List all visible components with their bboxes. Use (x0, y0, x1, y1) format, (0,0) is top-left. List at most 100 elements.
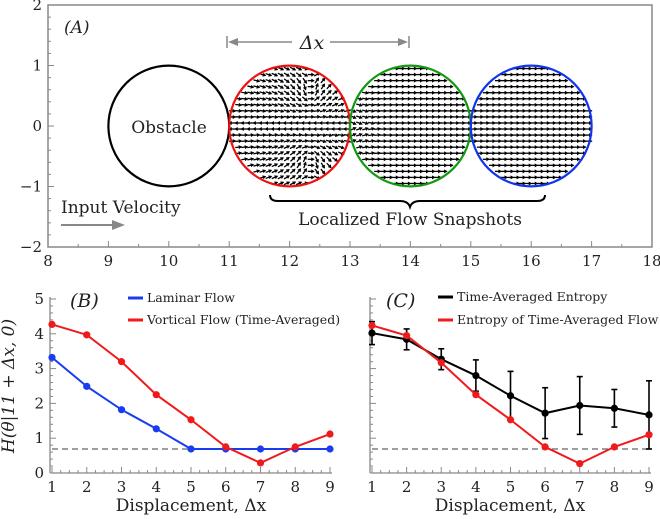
x-tick-label: 1 (367, 478, 377, 496)
panel-b-ylabel: H(θ|11 + Δx, 0) (0, 319, 19, 454)
series-time-averaged-entropy-point (472, 371, 480, 380)
series-entropy-of-time-averaged-flow-point (541, 443, 549, 451)
series-entropy-of-time-averaged-flow-point (472, 391, 480, 399)
series-time-averaged-entropy-point (368, 329, 376, 337)
series-entropy-of-time-averaged-flow-point (506, 416, 515, 424)
flow-field (228, 66, 351, 186)
panel-c-xlabel: Displacement, Δx (435, 496, 586, 516)
x-tick-label: 6 (540, 478, 550, 496)
series-time-averaged-entropy-point (506, 392, 515, 400)
series-laminar-flow-point (117, 406, 126, 414)
x-tick-label: 18 (642, 252, 660, 270)
x-tick-label: 9 (104, 252, 114, 270)
y-tick-label: −2 (20, 238, 42, 256)
x-tick-label: 8 (610, 478, 620, 496)
series-laminar-flow-point (326, 445, 334, 453)
x-tick-label: 15 (461, 252, 480, 270)
series-time-averaged-entropy-point (610, 404, 618, 412)
x-tick-label: 12 (280, 252, 299, 270)
x-tick-label: 3 (436, 478, 446, 496)
x-tick-label: 6 (221, 478, 231, 496)
series-vortical-flow-time-averaged--point (187, 416, 195, 424)
x-tick-label: 13 (340, 252, 359, 270)
x-tick-label: 14 (401, 252, 420, 270)
snapshots-label: Localized Flow Snapshots (298, 210, 522, 230)
x-tick-label: 5 (186, 478, 196, 496)
series-entropy-of-time-averaged-flow-point (403, 331, 411, 340)
y-tick-label: 1 (34, 429, 44, 447)
x-tick-label: 2 (402, 478, 412, 496)
snapshots-brace (269, 194, 546, 211)
x-tick-label: 8 (290, 478, 300, 496)
y-tick-label: 2 (34, 394, 44, 412)
panel-c-label: (C) (386, 290, 415, 312)
series-time-averaged-entropy-point (576, 401, 584, 410)
x-tick-label: 4 (151, 478, 161, 496)
panel-b-legend: Laminar Flow Vortical Flow (Time-Average… (128, 290, 340, 327)
series-laminar-flow-point (152, 425, 160, 433)
input-velocity-label: Input Velocity (61, 198, 181, 218)
flow-field (470, 66, 593, 186)
panel-c-legend: Time-Averaged Entropy Entropy of Time-Av… (438, 289, 659, 327)
y-tick-label: 0 (34, 464, 44, 482)
x-tick-label: 8 (43, 252, 53, 270)
series-time-averaged-entropy-point (541, 409, 549, 417)
panel-c: 1 2 3 4 5 6 7 8 9 (367, 297, 654, 496)
obstacle-label: Obstacle (131, 118, 207, 138)
y-tick-label: 4 (34, 325, 44, 343)
series-vortical-flow-time-averaged--point (152, 391, 160, 399)
x-tick-label: 4 (471, 478, 481, 496)
x-tick-label: 10 (159, 252, 178, 270)
series-entropy-of-time-averaged-flow-point (610, 443, 618, 451)
flow-field (349, 66, 472, 186)
series-vortical-flow-time-averaged--point (48, 320, 56, 329)
series-entropy-of-time-averaged-flow-point (437, 359, 445, 367)
y-tick-label: 3 (34, 360, 44, 378)
legend-entropy-time-averaged-flow: Entropy of Time-Averaged Flow (457, 312, 659, 327)
series-vortical-flow-time-averaged--point (256, 459, 265, 467)
circle-laminar-snapshot (469, 64, 593, 188)
series-laminar-flow-line (51, 356, 330, 450)
circle-vortical-snapshot (228, 64, 352, 188)
series-entropy-of-time-averaged-flow-point (368, 321, 376, 330)
x-tick-label: 9 (325, 478, 335, 496)
series-vortical-flow-time-averaged--point (222, 443, 230, 451)
series-vortical-flow-time-averaged--point (326, 430, 334, 438)
series-laminar-flow-point (83, 382, 91, 390)
input-velocity-arrow (61, 220, 125, 230)
series-vortical-flow-time-averaged--point (117, 358, 126, 366)
x-tick-label: 11 (220, 252, 239, 270)
x-tick-label: 1 (47, 478, 57, 496)
series-entropy-of-time-averaged-flow-point (576, 460, 584, 468)
y-tick-label: −1 (20, 178, 42, 196)
series-time-averaged-entropy-point (645, 411, 653, 419)
delta-x-label: Δx (299, 32, 325, 54)
x-tick-label: 5 (506, 478, 516, 496)
x-tick-label: 2 (82, 478, 92, 496)
y-tick-label: 2 (32, 0, 42, 14)
x-tick-label: 16 (522, 252, 541, 270)
legend-laminar: Laminar Flow (147, 290, 235, 305)
y-tick-label: 0 (32, 117, 42, 135)
circle-mixed-snapshot (348, 64, 472, 188)
x-tick-label: 17 (582, 252, 601, 270)
legend-time-averaged-entropy: Time-Averaged Entropy (457, 289, 608, 304)
series-laminar-flow-point (256, 445, 265, 453)
y-tick-label: 1 (32, 57, 42, 75)
delta-x-arrow (226, 36, 410, 48)
series-entropy-of-time-averaged-flow-point (645, 431, 653, 439)
series-vortical-flow-time-averaged--point (83, 331, 91, 339)
y-tick-label: 5 (34, 290, 44, 308)
x-tick-label: 7 (575, 478, 585, 496)
panel-b-xlabel: Displacement, Δx (116, 496, 267, 516)
x-tick-label: 3 (117, 478, 127, 496)
panel-b-label: (B) (70, 290, 99, 312)
series-vortical-flow-time-averaged--point (291, 443, 299, 451)
x-tick-label: 9 (644, 478, 654, 496)
panel-a-label: (A) (64, 18, 90, 38)
x-tick-label: 7 (256, 478, 266, 496)
series-laminar-flow-point (187, 445, 195, 453)
series-vortical-flow-time-averaged--line (51, 323, 331, 465)
